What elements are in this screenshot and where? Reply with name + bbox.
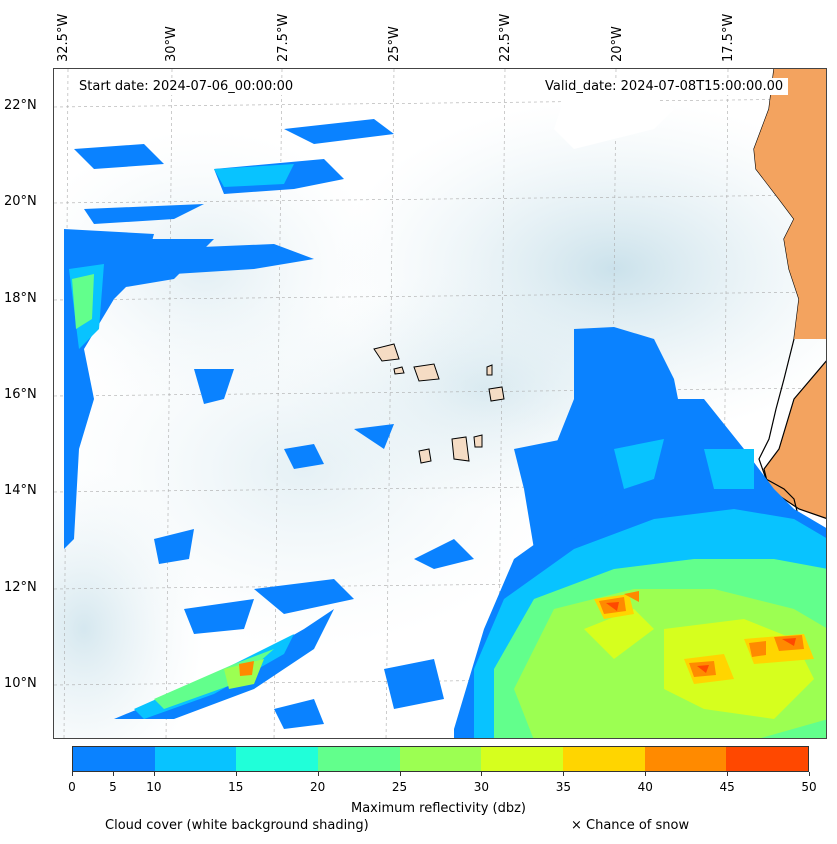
reflectivity-extreme xyxy=(606,602,796,673)
colorbar-tick-mark xyxy=(153,772,155,776)
africa-land-fill xyxy=(754,69,826,339)
colorbar-tick-mark xyxy=(235,772,237,776)
lon-label-17-5w: 17.5°W xyxy=(721,13,736,62)
colorbar-tick-mark xyxy=(317,772,319,776)
lat-label-18n: 18°N xyxy=(4,291,37,306)
colorbar-tick-mark xyxy=(72,772,73,776)
colorbar-tick-label: 10 xyxy=(146,780,162,794)
colorbar-segment xyxy=(563,747,645,771)
lat-label-16n: 16°N xyxy=(4,387,37,402)
colorbar-tick-mark xyxy=(481,772,483,776)
start-date-label: Start date: 2024-07-06_00:00:00 xyxy=(74,78,299,95)
reflectivity-map xyxy=(54,69,826,738)
colorbar-tick-mark xyxy=(112,772,114,776)
colorbar-tick-mark xyxy=(563,772,565,776)
colorbar-tick-label: 35 xyxy=(555,780,571,794)
lat-label-10n: 10°N xyxy=(4,676,37,691)
colorbar-segment xyxy=(154,747,237,771)
lat-label-14n: 14°N xyxy=(4,483,37,498)
colorbar-tick-label: 25 xyxy=(391,780,408,794)
lon-label-20w: 20°W xyxy=(610,26,625,62)
colorbar-segment xyxy=(236,747,319,771)
colorbar-tick-mark xyxy=(645,772,647,776)
africa-coast-west xyxy=(753,69,826,558)
colorbar-tick-mark xyxy=(727,772,729,776)
colorbar-label: Maximum reflectivity (dbz) xyxy=(351,801,526,816)
cloud-cover-note: Cloud cover (white background shading) xyxy=(105,818,369,833)
lat-label-22n: 22°N xyxy=(4,98,37,113)
lon-label-32-5w: 32.5°W xyxy=(56,13,71,62)
colorbar-tick-label: 50 xyxy=(801,780,817,794)
colorbar-tick-label: 0 xyxy=(68,780,76,794)
lat-label-20n: 20°N xyxy=(4,194,37,209)
reflectivity-colorbar xyxy=(72,746,809,772)
lat-label-12n: 12°N xyxy=(4,580,37,595)
colorbar-tick-label: 20 xyxy=(310,780,326,794)
colorbar-segment xyxy=(399,747,482,771)
lon-label-27-5w: 27.5°W xyxy=(276,13,291,62)
lon-label-22-5w: 22.5°W xyxy=(498,13,513,62)
colorbar-tick-label: 15 xyxy=(228,780,244,794)
colorbar-tick-label: 5 xyxy=(109,780,117,794)
colorbar-segment xyxy=(318,747,400,771)
colorbar-segment xyxy=(644,747,727,771)
snow-note: × Chance of snow xyxy=(571,818,690,833)
colorbar-tick-label: 45 xyxy=(719,780,735,794)
cape-verde-islands xyxy=(373,343,505,464)
map-frame xyxy=(53,68,827,739)
colorbar-segment xyxy=(481,747,564,771)
colorbar-tick-label: 40 xyxy=(637,780,653,794)
lon-label-30w: 30°W xyxy=(164,26,179,62)
colorbar-tick-mark xyxy=(399,772,401,776)
colorbar-tick-mark xyxy=(809,772,810,776)
colorbar-tick-label: 30 xyxy=(473,780,490,794)
valid-date-label: Valid_date: 2024-07-08T15:00:00.00 xyxy=(540,78,789,95)
colorbar-segment xyxy=(726,747,809,771)
lon-label-25w: 25°W xyxy=(387,26,402,62)
colorbar-segment xyxy=(73,747,155,771)
